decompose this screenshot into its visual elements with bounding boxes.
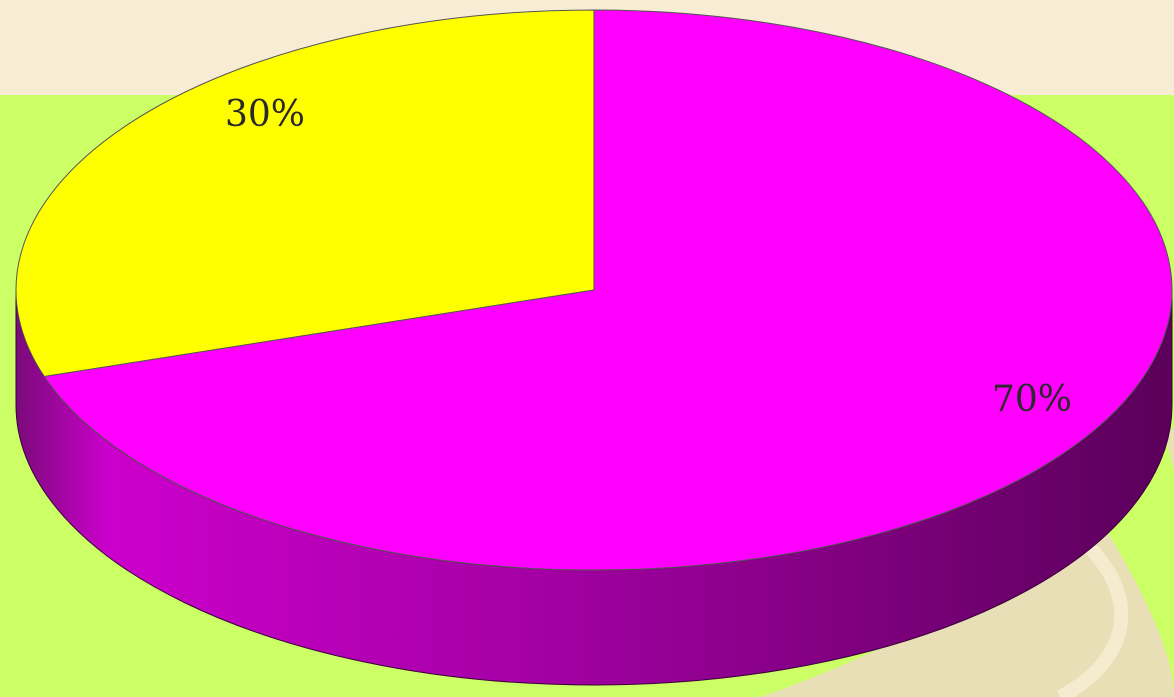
pie-labels: 30% 70% — [225, 94, 1072, 420]
pie-top-faces — [15, 9, 1173, 571]
slice-label-30: 30% — [225, 94, 305, 135]
pie-slice-70 — [43, 9, 1173, 571]
slice-label-70: 70% — [992, 379, 1072, 420]
pie-slice-30 — [15, 9, 595, 378]
